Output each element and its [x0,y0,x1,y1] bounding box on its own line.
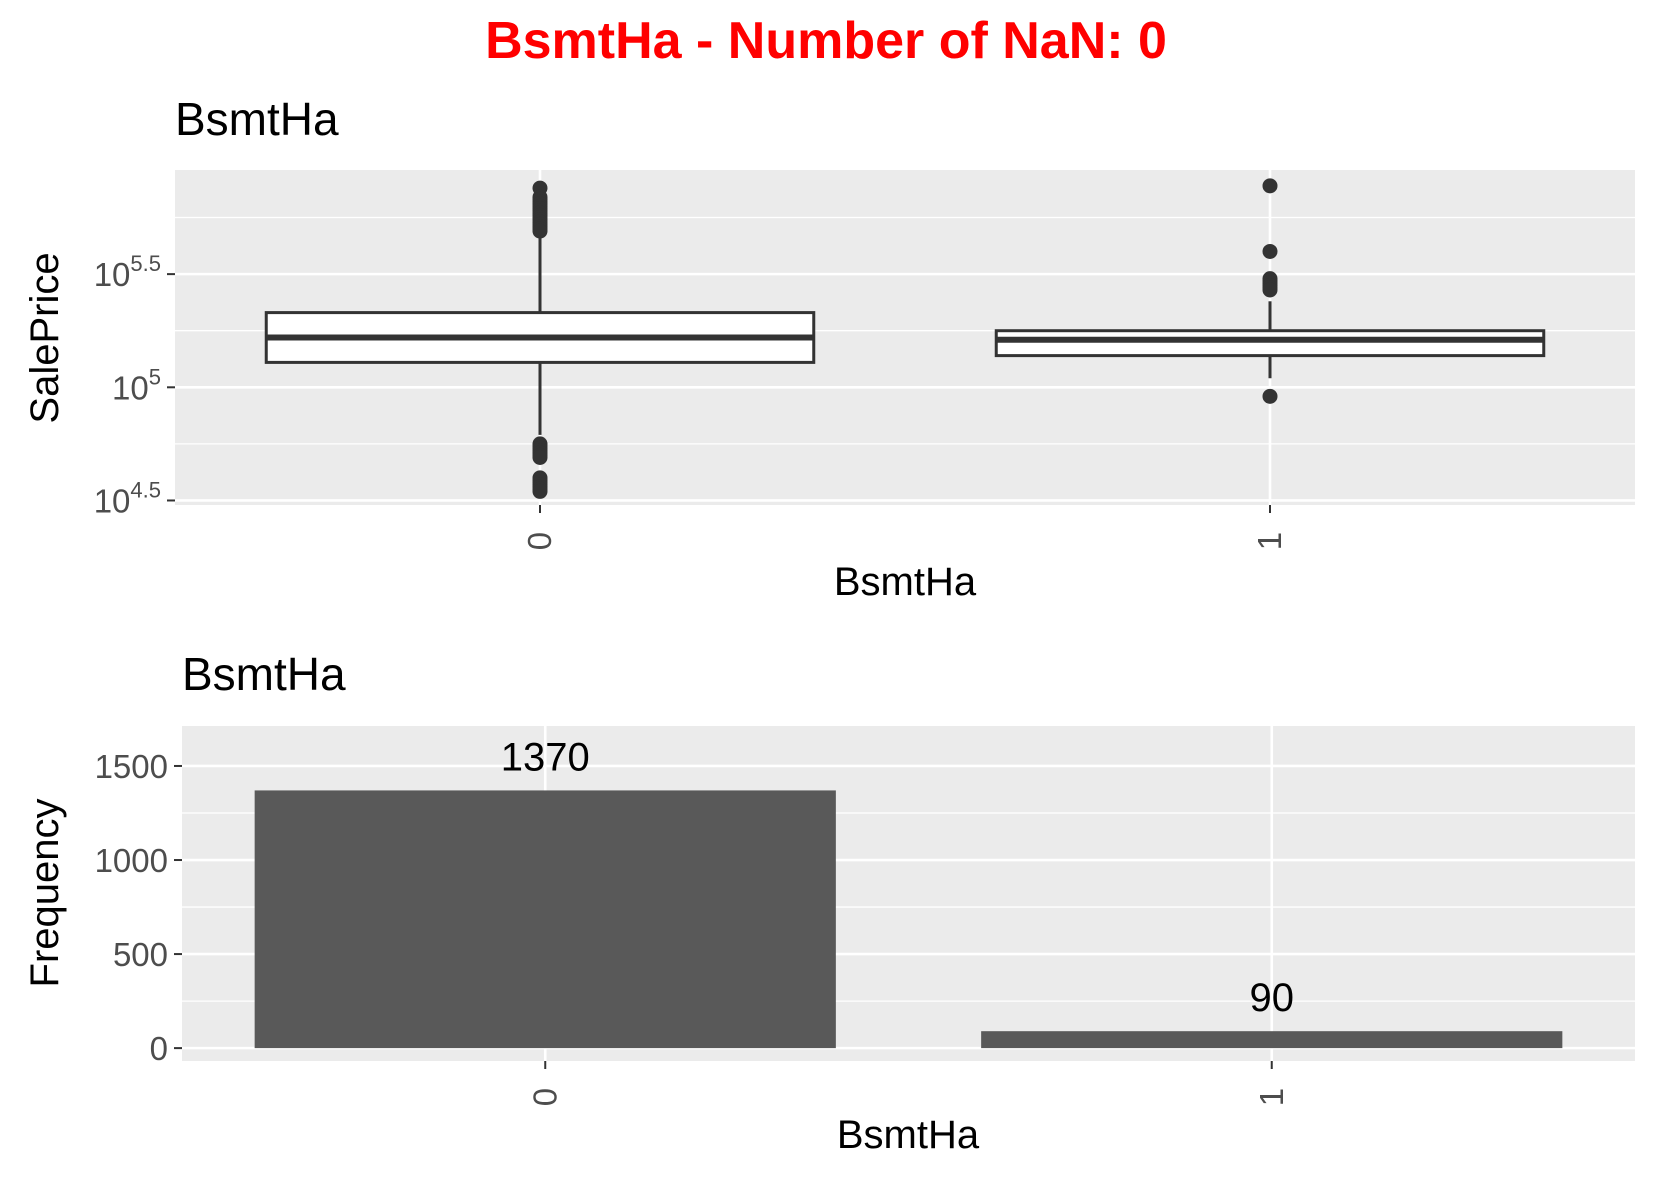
bar-value-label: 1370 [501,735,590,779]
boxplot-x-tick-label: 1 [1251,532,1288,550]
box-outlier-point [532,223,548,239]
bar-y-tick-label: 1500 [95,748,168,785]
bar-marks: 1370 90 [254,735,1563,1049]
tick-base: 10 [94,482,131,519]
boxplot-panel-title: BsmtHa [175,93,339,145]
tick-exponent: 5 [149,364,161,389]
bar-y-axis: 0 500 1000 1500 [95,748,182,1067]
boxplot-y-tick-label: 104.5 [94,477,161,519]
boxplot-y-axis-title: SalePrice [23,252,67,423]
box-outlier-point [532,449,548,465]
bar-y-tick-label: 0 [150,1030,168,1067]
box-outlier-point [532,483,548,499]
boxplot-gridlines [175,170,1635,505]
boxplot-marks [264,178,1546,499]
main-title: BsmtHa - Number of NaN: 0 [485,12,1167,70]
boxplot-x-tick-label: 0 [521,532,558,550]
boxplot-x-axis-title: BsmtHa [834,560,977,604]
box-outlier-point [1262,282,1278,298]
bar-y-axis-title: Frequency [23,799,67,988]
tick-base: 10 [112,369,149,406]
tick-exponent: 5.5 [130,251,161,276]
bar-x-tick-label: 0 [526,1088,563,1106]
bar-value-label: 90 [1250,976,1295,1020]
bar-y-tick-label: 1000 [95,842,168,879]
bar-x-tick-label: 1 [1253,1088,1290,1106]
boxplot-y-tick-label: 105 [112,364,161,406]
box-iqr-rect [994,329,1546,358]
box-outlier-point [1262,178,1278,194]
box-outlier-point [1262,243,1278,259]
bar-x-axis-title: BsmtHa [837,1113,980,1157]
box-outlier-point [1262,388,1278,404]
bar [981,1031,1563,1049]
tick-base: 10 [94,256,131,293]
boxplot-y-tick-label: 105.5 [94,251,161,293]
bar-panel-title: BsmtHa [182,648,346,700]
tick-exponent: 4.5 [130,477,161,502]
bar-y-tick-label: 500 [113,936,168,973]
bar [254,790,836,1049]
